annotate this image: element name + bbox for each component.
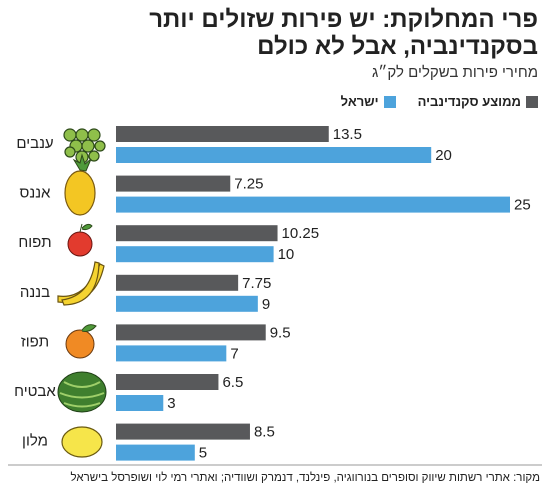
bar: [116, 324, 266, 341]
value-label: 13.5: [333, 126, 362, 143]
bar: [116, 423, 250, 440]
legend-label: ממוצע סקנדינביה: [417, 94, 521, 109]
category-label: מלון: [22, 433, 48, 450]
legend-label: ישראל: [340, 94, 379, 109]
bar: [116, 444, 195, 461]
bar: [116, 175, 231, 192]
category-label: אננס: [20, 185, 52, 202]
bar: [116, 126, 329, 142]
bar: [116, 196, 510, 213]
grapes-icon: [63, 128, 106, 164]
legend-swatch: [526, 95, 538, 108]
bar: [116, 147, 432, 163]
bar: [116, 395, 164, 411]
chart-subtitle: מחירי פירות בשקלים לק״ג: [371, 64, 538, 81]
bar: [116, 374, 219, 390]
icons: [57, 128, 107, 458]
value-label: 7: [230, 345, 238, 362]
watermelon-icon: [57, 371, 107, 413]
category-label: תפוח: [18, 234, 51, 251]
value-label: 6.5: [222, 374, 243, 391]
legend-swatch: [383, 95, 396, 108]
value-label: 8.5: [254, 424, 275, 441]
bar: [116, 274, 239, 291]
melon-icon: [61, 426, 103, 458]
value-label: 7.25: [234, 176, 263, 193]
value-label: 3: [167, 395, 175, 412]
value-label: 5: [199, 445, 207, 462]
legend-item: ממוצע סקנדינביה: [418, 94, 538, 109]
value-label: 10: [278, 246, 295, 263]
value-label: 10.25: [282, 225, 320, 242]
orange-icon: [65, 324, 97, 359]
chart-title: פרי המחלוקת: יש פירות שזולים יותר בסקנדי…: [149, 6, 538, 60]
source-note: מקור: אתרי רשתות שיווק וסופרים בנורווגיה…: [70, 472, 540, 484]
bar: [116, 295, 258, 312]
apple-icon: [67, 223, 93, 257]
legend-item: ישראל: [341, 94, 396, 109]
category-label: ענבים: [16, 135, 53, 152]
value-label: 9.5: [270, 324, 291, 341]
category-label: תפוז: [21, 333, 49, 350]
legend: ממוצע סקנדינביה ישראל: [341, 94, 538, 109]
chart: ענבים 13.5 20 אננס 7.25 25 תפוח 10.25 10 בננה 7.75…: [8, 126, 542, 466]
bar: [116, 345, 227, 362]
value-label: 9: [262, 296, 270, 313]
banana-icon: [57, 261, 105, 306]
value-label: 7.75: [242, 275, 271, 292]
category-label: אבטיח: [14, 383, 56, 400]
pineapple-icon: [64, 153, 96, 216]
bar: [116, 225, 278, 242]
value-label: 20: [435, 147, 452, 164]
value-label: 25: [514, 197, 531, 214]
bar: [116, 246, 274, 263]
category-label: בננה: [20, 284, 50, 301]
